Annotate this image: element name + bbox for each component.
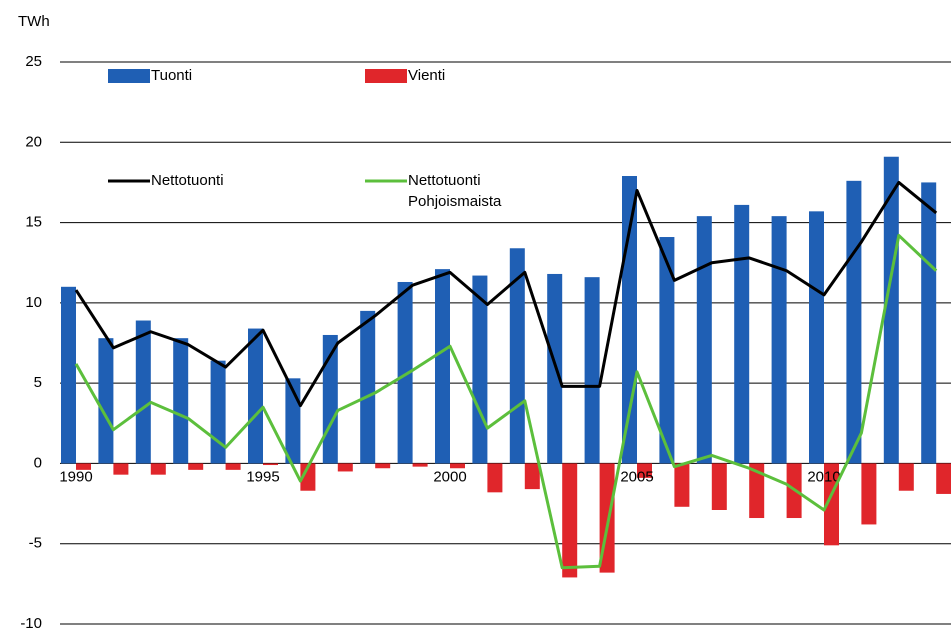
bar [846,180,862,464]
bar [210,360,226,464]
bar [98,338,114,464]
x-tick-label: 1990 [59,468,92,485]
bar [263,463,278,466]
y-tick-label: 20 [25,133,42,150]
y-tick-label: 25 [25,53,42,70]
legend-swatch [365,69,407,83]
bar [674,463,690,507]
bar [622,176,637,464]
bar [188,463,204,470]
bar [113,463,129,475]
bar [337,463,353,472]
bar [883,156,899,464]
legend-label: Nettotuonti [151,172,224,189]
y-tick-label: -5 [29,535,42,552]
legend-swatch [108,69,150,83]
x-tick-label: 2005 [620,468,653,485]
bar [300,463,316,491]
bar [487,463,503,493]
bar [173,338,189,464]
bar [562,463,578,578]
bar [637,463,652,478]
bar [412,463,428,467]
x-tick-label: 1995 [246,468,279,485]
bar [375,463,391,469]
line-series [74,180,938,408]
bar [360,310,376,464]
bar [771,216,787,464]
bar [135,320,151,464]
y-tick-label: 10 [25,294,42,311]
y-tick-label: 5 [34,374,42,391]
bar [450,463,465,469]
bar [76,463,91,470]
bar [584,277,600,464]
legend-label: Vienti [408,67,446,84]
bar [936,463,951,494]
bar [734,204,750,464]
bar [861,463,877,525]
x-tick-label: 2000 [433,468,466,485]
legend-label: Nettotuonti Pohjoismaista [408,172,502,210]
bar [524,463,540,490]
y-axis-label: TWh [18,13,50,30]
bar [659,237,675,464]
line-series [74,233,938,570]
bar [898,463,914,491]
bar [809,211,824,464]
x-tick-label: 2010 [807,468,840,485]
legend-label: Tuonti [151,67,193,84]
bar [696,216,712,464]
y-tick-label: 15 [25,214,42,231]
bar [547,273,563,464]
bar [248,328,263,464]
bar [397,281,413,464]
bar [61,286,76,464]
bar [225,463,241,470]
y-tick-label: -10 [20,615,42,632]
bar [150,463,166,475]
bar [435,269,450,464]
y-tick-label: 0 [34,454,42,471]
bar [921,182,937,464]
bar [749,463,765,519]
bar [711,463,727,510]
